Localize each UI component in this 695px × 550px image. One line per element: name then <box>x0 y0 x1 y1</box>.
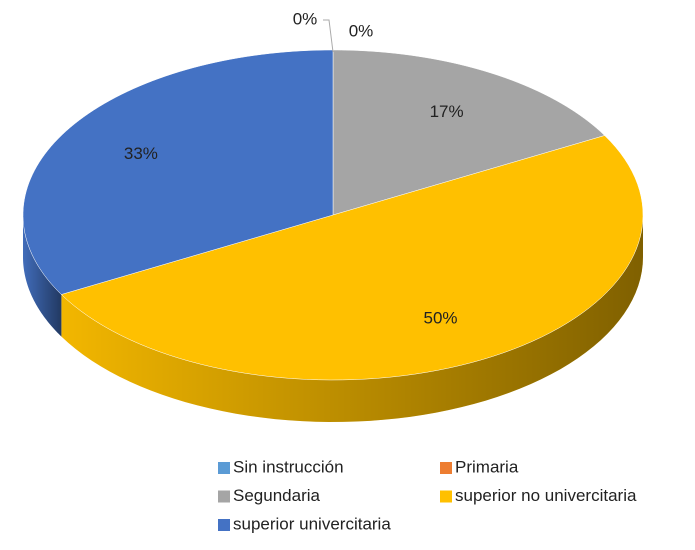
legend-marker <box>218 519 230 531</box>
pie-side-shade <box>61 215 644 422</box>
legend-label: Sin instrucción <box>233 457 344 476</box>
data-label: 33% <box>124 144 158 163</box>
pie-slice <box>60 135 644 381</box>
pie-side-shade <box>23 215 62 337</box>
legend-label: superior no univercitaria <box>455 486 637 505</box>
legend-label: superior univercitaria <box>233 514 391 533</box>
pie-slice <box>332 49 606 216</box>
legend-marker <box>218 462 230 474</box>
leader-line <box>323 19 334 53</box>
pie-slice <box>22 49 334 295</box>
legend-marker <box>440 490 452 503</box>
legend-marker <box>218 490 230 503</box>
legend-label: Segundaria <box>233 486 321 505</box>
legend-marker <box>440 462 452 474</box>
data-label: 0% <box>293 9 318 28</box>
legend-label: Primaria <box>455 457 519 476</box>
data-label: 17% <box>430 102 464 121</box>
data-label: 0% <box>349 21 374 40</box>
data-label: 50% <box>424 309 458 328</box>
